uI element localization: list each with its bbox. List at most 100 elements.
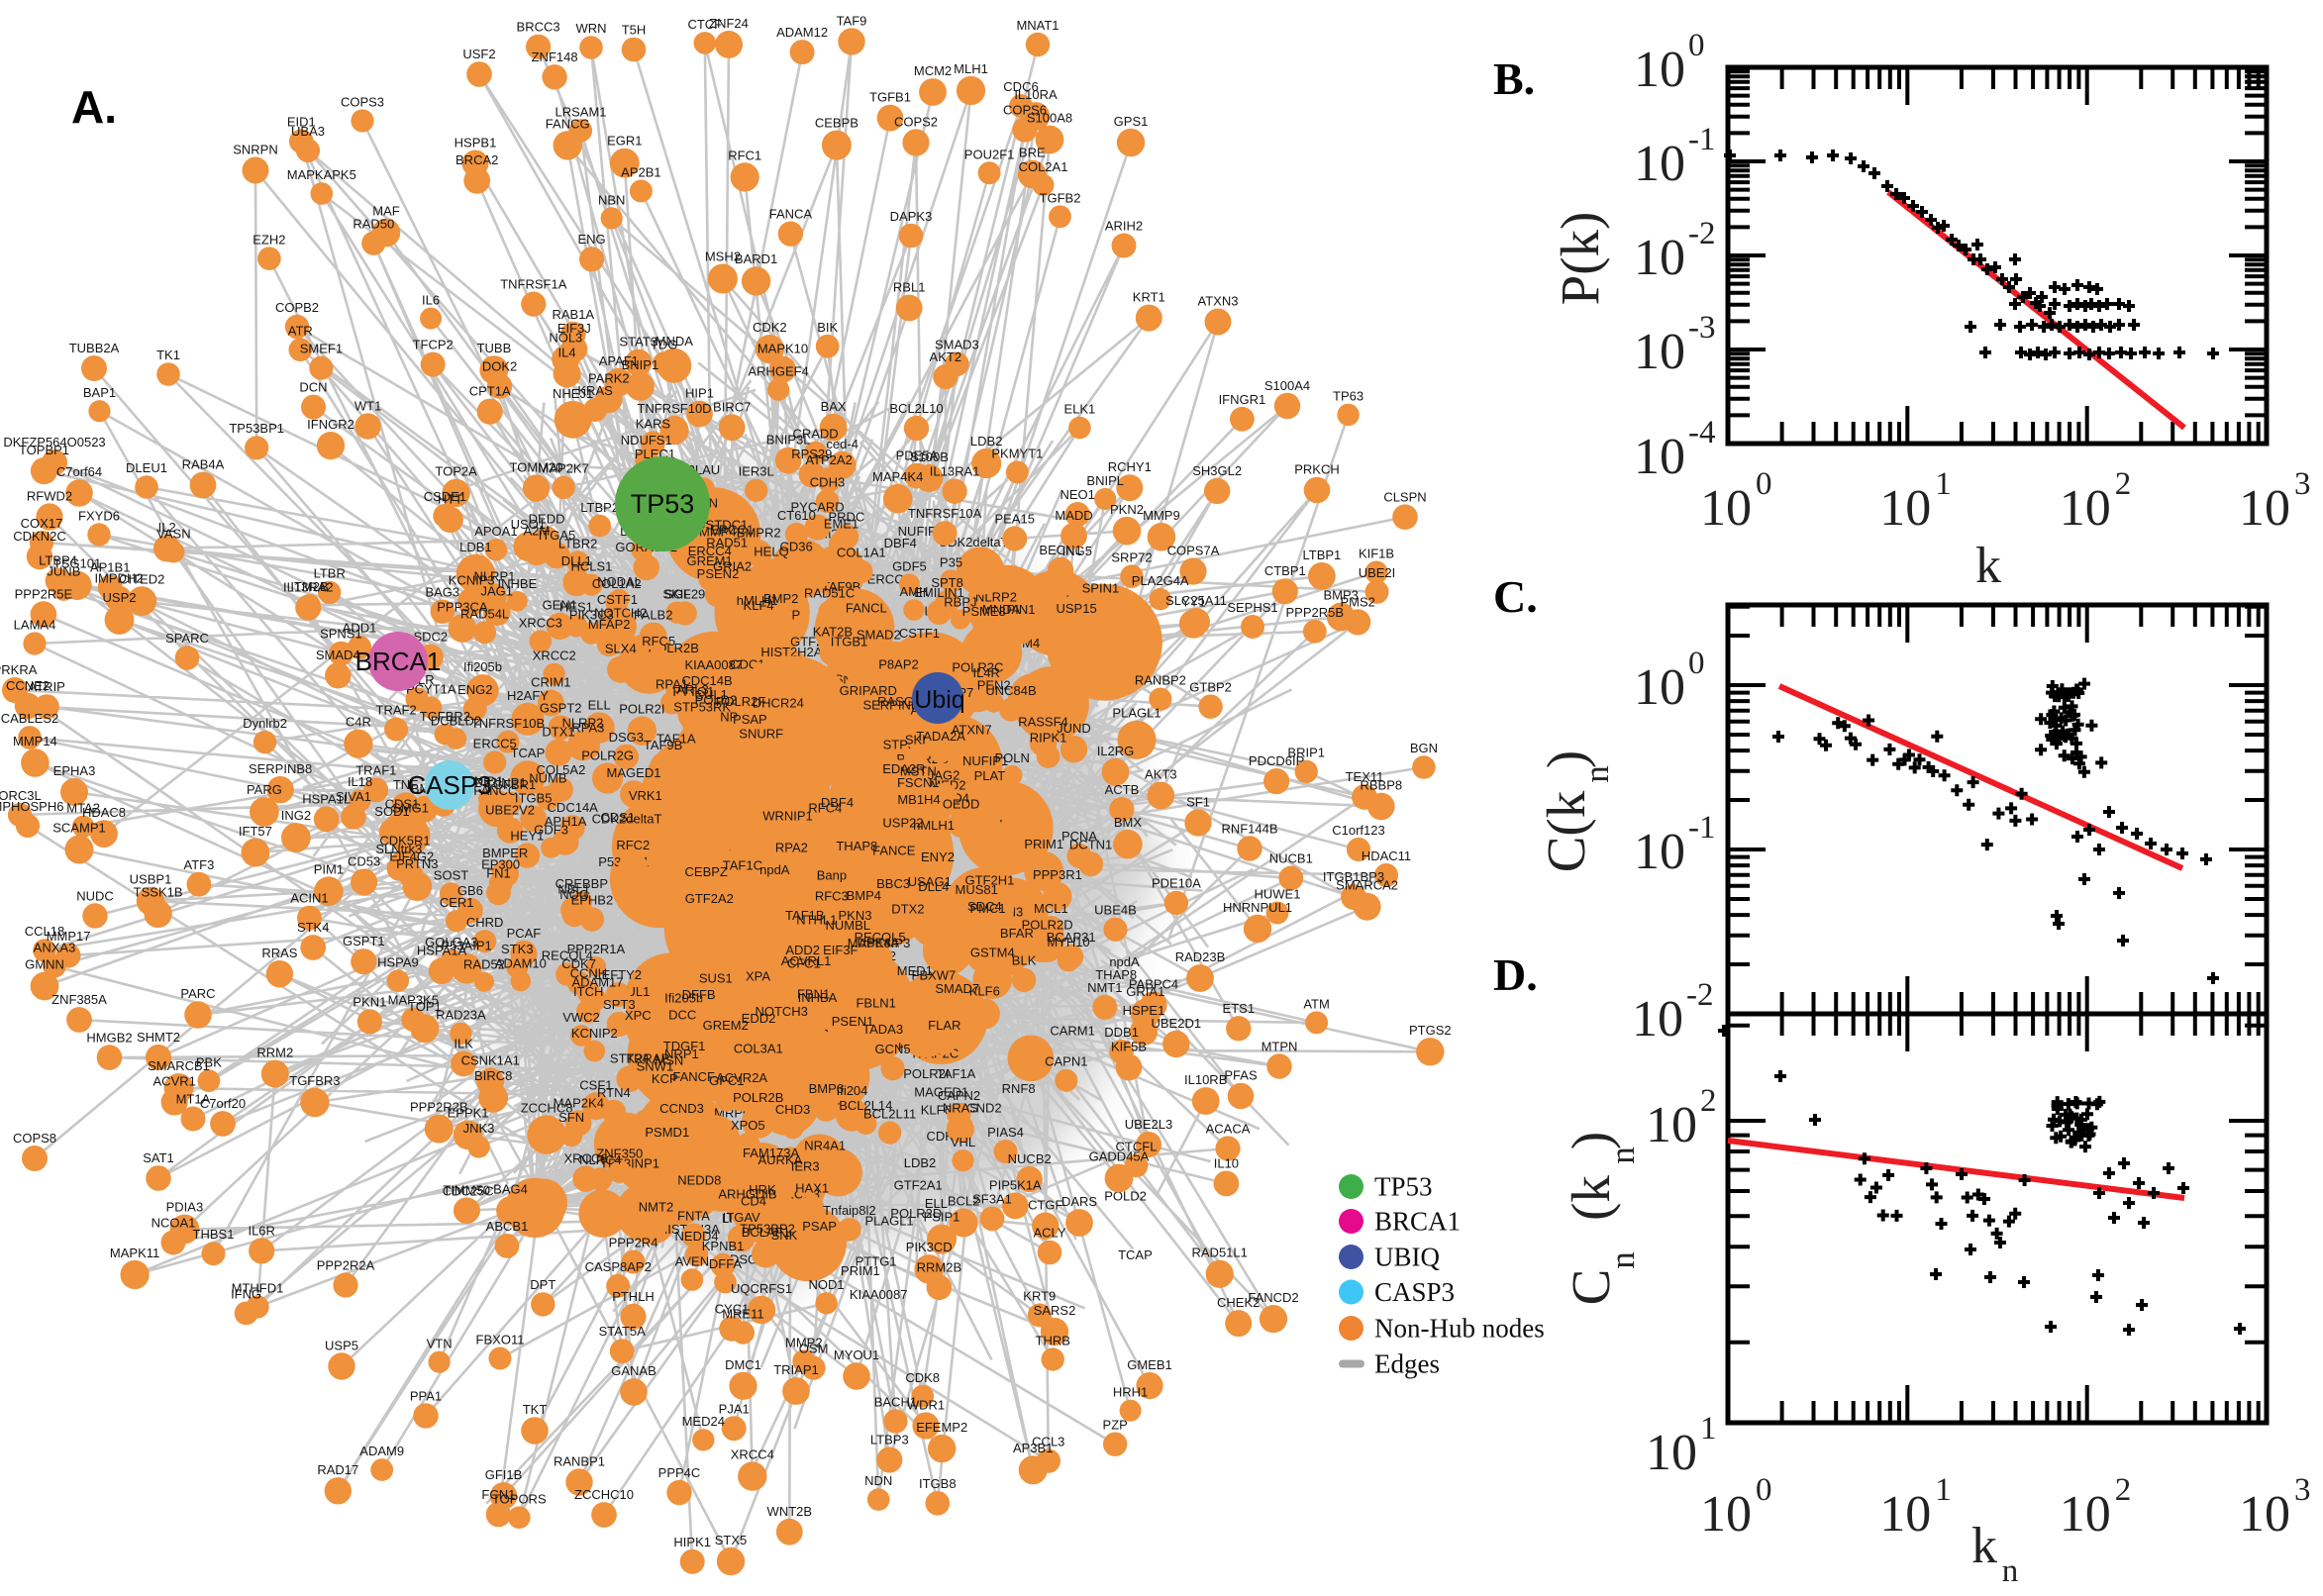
svg-text:CRADD: CRADD [792,427,838,442]
svg-text:PDE10A: PDE10A [1152,876,1201,891]
svg-text:PPP2R2B: PPP2R2B [410,1100,468,1115]
svg-text:HMGB2: HMGB2 [86,1030,132,1045]
svg-text:PFAS: PFAS [1224,1068,1258,1083]
svg-text:S100A4: S100A4 [1264,378,1310,393]
svg-text:POLR2D: POLR2D [1022,917,1073,932]
svg-text:FANCD2: FANCD2 [1248,1290,1298,1305]
svg-text:CITED2: CITED2 [119,571,164,586]
svg-text:NEO1: NEO1 [1060,487,1094,502]
svg-text:MRE11: MRE11 [722,1306,763,1321]
svg-text:RPA2: RPA2 [775,840,808,854]
svg-text:RECQL5: RECQL5 [855,930,906,945]
svg-text:TNFRSF1A: TNFRSF1A [500,277,567,292]
svg-text:SMAD2: SMAD2 [857,628,901,643]
svg-text:EFEMP2: EFEMP2 [916,1420,967,1435]
svg-text:PARC: PARC [180,986,215,1001]
svg-text:PPP2R5E: PPP2R5E [15,586,73,601]
svg-text:SARS2: SARS2 [1034,1303,1076,1318]
svg-text:Ifi205b: Ifi205b [463,659,502,674]
svg-text:HCLS1: HCLS1 [570,559,612,574]
svg-text:MAPK11: MAPK11 [110,1246,159,1260]
svg-text:KAT2B: KAT2B [813,625,853,640]
svg-text:APH1A: APH1A [545,814,587,829]
svg-text:3: 3 [2294,1472,2311,1508]
svg-text:KCNIP3: KCNIP3 [449,573,495,588]
svg-text:MYOU1: MYOU1 [834,1347,879,1362]
svg-text:IL6: IL6 [422,293,440,308]
svg-text:RFC3: RFC3 [815,889,849,904]
svg-text:BBC3: BBC3 [876,876,910,891]
svg-text:SMG1: SMG1 [392,801,429,816]
svg-text:MCM2: MCM2 [914,63,952,78]
svg-text:C1orf123: C1orf123 [1332,823,1384,838]
svg-text:0: 0 [1688,646,1705,681]
svg-text:RFWD2: RFWD2 [27,488,72,503]
svg-text:NODAL: NODAL [597,574,642,589]
svg-text:CDC6: CDC6 [1003,79,1038,94]
svg-text:IL6R: IL6R [248,1223,274,1238]
svg-text:ANXA3: ANXA3 [34,940,76,954]
svg-text:SGF29: SGF29 [664,586,705,601]
svg-text:JUNB: JUNB [47,563,80,578]
svg-text:IL4R: IL4R [972,665,999,680]
svg-text:DLEU1: DLEU1 [126,460,167,475]
svg-text:TK1: TK1 [156,348,180,362]
svg-text:CHEK2: CHEK2 [1217,1295,1260,1310]
svg-text:-2: -2 [1688,216,1716,251]
svg-text:MMP2: MMP2 [785,1335,823,1349]
svg-text:TGFB2: TGFB2 [1040,191,1081,206]
svg-text:Ubiq: Ubiq [914,686,964,714]
svg-text:ETS1: ETS1 [1223,1001,1256,1016]
svg-text:PCYT1A: PCYT1A [406,682,456,697]
svg-text:TDG: TDG [651,337,677,351]
svg-text:HIST2H2AC: HIST2H2AC [760,645,832,659]
svg-text:NUMBL: NUMBL [826,918,871,933]
svg-text:RBPJ: RBPJ [944,594,976,609]
svg-text:): ) [1561,1132,1621,1149]
svg-text:MNDA: MNDA [656,334,694,349]
svg-text:Ifi205b: Ifi205b [664,990,703,1005]
svg-text:PKN2: PKN2 [1110,502,1144,517]
svg-text:PSIP1: PSIP1 [924,1210,960,1225]
svg-text:EPHA3: EPHA3 [53,763,96,778]
svg-text:PPP3CA: PPP3CA [437,599,488,614]
svg-text:ACTB: ACTB [1105,782,1140,797]
svg-text:XPO5: XPO5 [731,1118,765,1133]
svg-text:STAT3: STAT3 [619,335,657,349]
svg-text:10: 10 [1632,991,1683,1047]
svg-text:AKT3: AKT3 [1145,767,1177,782]
svg-text:RCHY1: RCHY1 [1108,459,1152,474]
svg-text:C(k: C(k [1536,790,1596,872]
svg-text:RAD23A: RAD23A [436,1008,486,1023]
svg-text:MED1: MED1 [897,963,933,978]
svg-text:GRIA2: GRIA2 [713,559,752,574]
svg-text:TKT: TKT [523,1402,548,1417]
svg-text:MSN: MSN [655,1053,683,1068]
svg-text:NLRC4: NLRC4 [579,1152,622,1167]
svg-text:NLRP1: NLRP1 [473,569,515,584]
svg-text:10: 10 [1634,429,1685,485]
svg-text:INHBE: INHBE [498,576,538,591]
svg-text:ENG2: ENG2 [457,682,492,697]
svg-text:FBXW7: FBXW7 [912,968,957,983]
svg-text:NEDD4: NEDD4 [675,1229,719,1244]
svg-text:IL2RG: IL2RG [1097,744,1135,758]
svg-text:JAG2: JAG2 [928,768,960,783]
svg-text:GSTM4: GSTM4 [970,945,1015,959]
svg-text:GMNN: GMNN [25,957,64,972]
svg-text:A2M: A2M [524,524,551,539]
svg-text:BACH1: BACH1 [874,1394,917,1409]
svg-text:IL10RB: IL10RB [1184,1072,1227,1087]
svg-text:10: 10 [1634,136,1685,192]
svg-text:PPP2R5B: PPP2R5B [1286,605,1345,620]
svg-text:TP53INP1: TP53INP1 [467,775,527,790]
svg-text:BMPER: BMPER [482,846,528,860]
svg-text:SF1: SF1 [1186,794,1210,809]
svg-text:CEBPB: CEBPB [815,116,858,131]
svg-text:RAD54L: RAD54L [460,606,509,621]
svg-text:TAF9: TAF9 [837,13,867,28]
svg-text:RFC5: RFC5 [642,634,675,648]
svg-text:FLAR: FLAR [928,1018,960,1033]
svg-text:ITGAV: ITGAV [723,1210,760,1225]
svg-text:TAF1A: TAF1A [656,732,696,747]
